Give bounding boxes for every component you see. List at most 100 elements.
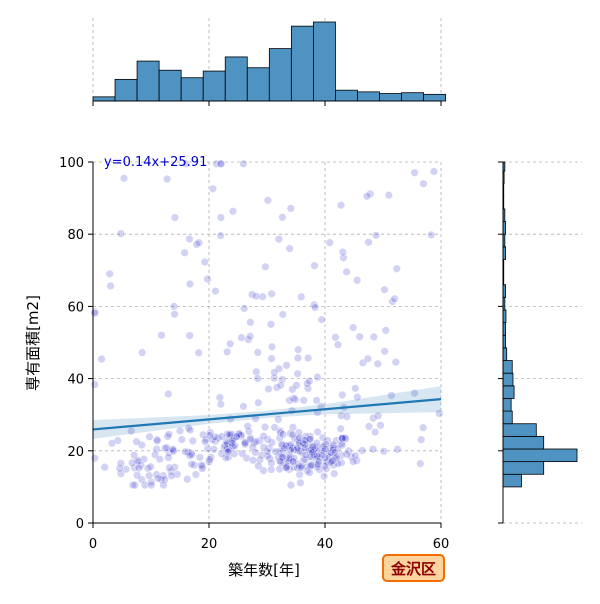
scatter-point bbox=[314, 460, 323, 469]
scatter-point bbox=[90, 454, 99, 463]
scatter-point bbox=[308, 442, 317, 451]
scatter-point bbox=[116, 469, 125, 478]
scatter-point bbox=[277, 458, 286, 467]
right-hist-bar bbox=[502, 448, 578, 463]
scatter-point bbox=[305, 377, 314, 386]
scatter-point bbox=[267, 465, 276, 474]
scatter-point bbox=[134, 463, 144, 473]
scatter-point bbox=[253, 374, 262, 383]
scatter-point bbox=[280, 443, 289, 453]
top-hist-bar bbox=[290, 25, 314, 102]
scatter-point bbox=[379, 447, 388, 456]
scatter-point bbox=[342, 412, 351, 421]
scatter-point bbox=[294, 345, 303, 354]
scatter-point bbox=[162, 443, 171, 452]
scatter-point bbox=[342, 450, 351, 459]
scatter-point bbox=[215, 393, 224, 402]
right-hist-bar bbox=[502, 473, 522, 488]
scatter-point bbox=[203, 274, 212, 284]
scatter-point bbox=[321, 445, 330, 454]
scatter-point bbox=[185, 234, 194, 244]
scatter-point bbox=[169, 302, 179, 311]
scatter-point bbox=[153, 436, 162, 445]
scatter-point bbox=[278, 310, 287, 319]
y-axis-title: 専有面積[m2] bbox=[24, 295, 42, 391]
scatter-point bbox=[353, 393, 362, 402]
scatter-point bbox=[293, 443, 302, 452]
scatter-point bbox=[371, 231, 381, 240]
scatter-point bbox=[206, 453, 215, 462]
scatter-point bbox=[154, 474, 163, 483]
scatter-point bbox=[380, 285, 389, 294]
scatter-point bbox=[254, 398, 263, 407]
scatter-point bbox=[333, 340, 343, 349]
scatter-point bbox=[384, 191, 393, 200]
scatter-point bbox=[228, 436, 237, 445]
scatter-point bbox=[183, 475, 192, 484]
scatter-point bbox=[147, 480, 156, 490]
scatter-point bbox=[239, 402, 248, 411]
scatter-point bbox=[106, 281, 115, 291]
top-hist-bar bbox=[401, 92, 424, 102]
scatter-point bbox=[190, 460, 199, 470]
right-hist-bar bbox=[502, 398, 512, 412]
scatter-point bbox=[246, 435, 255, 444]
scatter-point bbox=[304, 353, 313, 363]
scatter-point bbox=[417, 435, 426, 444]
scatter-point bbox=[185, 425, 195, 435]
scatter-point bbox=[371, 427, 380, 437]
regression-layer bbox=[92, 386, 442, 439]
top-hist-bar bbox=[246, 67, 270, 102]
scatter-point bbox=[272, 383, 282, 392]
scatter-point bbox=[349, 323, 358, 332]
scatter-point bbox=[368, 445, 378, 454]
top-hist-bar bbox=[423, 93, 447, 102]
scatter-point bbox=[230, 441, 239, 450]
top-hist-bar bbox=[92, 96, 116, 102]
scatter-point bbox=[116, 229, 125, 238]
scatter-point bbox=[363, 354, 373, 363]
scatter-point bbox=[314, 457, 324, 466]
scatter-point bbox=[288, 430, 297, 439]
scatter-point bbox=[387, 391, 396, 400]
scatter-point bbox=[259, 443, 268, 452]
scatter-point bbox=[246, 332, 255, 341]
scatter-point bbox=[338, 390, 347, 400]
scatter-point bbox=[292, 381, 301, 390]
scatter-point bbox=[297, 292, 306, 302]
scatter-point bbox=[293, 369, 302, 378]
scatter-point bbox=[258, 292, 267, 301]
scatter-point bbox=[276, 381, 285, 390]
scatter-point bbox=[364, 422, 374, 431]
scatter-point bbox=[410, 389, 419, 398]
scatter-point bbox=[390, 294, 399, 303]
scatter-point bbox=[340, 433, 350, 443]
scatter-point bbox=[100, 463, 109, 472]
scatter-point bbox=[155, 455, 164, 464]
scatter-point bbox=[216, 213, 226, 222]
scatter-point bbox=[132, 437, 141, 446]
scatter-point bbox=[274, 415, 283, 424]
scatter-point bbox=[254, 461, 263, 471]
scatter-point bbox=[216, 231, 225, 240]
scatter-point bbox=[328, 456, 337, 465]
scatter-point bbox=[165, 463, 174, 472]
right-hist-bar bbox=[502, 385, 515, 399]
scatter-point bbox=[157, 331, 166, 340]
scatter-point bbox=[300, 440, 310, 449]
scatter-point bbox=[263, 196, 273, 205]
scatter-point bbox=[237, 333, 246, 342]
top-hist-bar bbox=[114, 78, 138, 102]
scatter-point bbox=[163, 432, 172, 441]
scatter-point bbox=[266, 320, 276, 329]
scatter-point bbox=[226, 339, 235, 348]
y-tick-label: 100 bbox=[59, 156, 84, 171]
scatter-point bbox=[97, 354, 106, 364]
right-marginal-histogram bbox=[502, 161, 578, 488]
scatter-point bbox=[427, 230, 436, 240]
scatter-point bbox=[208, 184, 218, 193]
scatter-point bbox=[391, 357, 400, 367]
scatter-point bbox=[175, 426, 185, 435]
scatter-point bbox=[342, 267, 351, 276]
